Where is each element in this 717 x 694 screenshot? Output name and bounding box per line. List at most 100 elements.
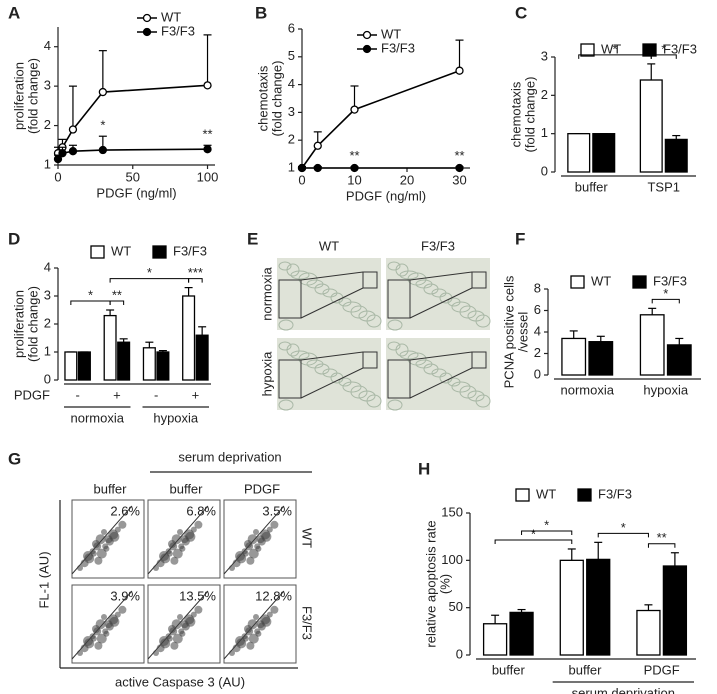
- y-axis-label: FL-1 (AU): [36, 551, 51, 608]
- y-axis-label: /vessel: [515, 312, 530, 353]
- bar: [666, 344, 692, 376]
- tissue: [358, 310, 376, 322]
- bar: [559, 559, 584, 656]
- event: [77, 565, 83, 571]
- event: [253, 529, 259, 535]
- event: [118, 605, 127, 614]
- significance-bracket: [109, 300, 125, 305]
- significance-label: *: [531, 526, 536, 541]
- event: [89, 633, 96, 640]
- y-axis-label: (%): [437, 574, 452, 594]
- bar: [592, 133, 616, 173]
- x-tick-label: +: [192, 387, 200, 402]
- event: [260, 614, 271, 625]
- point: [58, 149, 67, 158]
- significance-bracket: [188, 278, 203, 283]
- x-axis-label: PDGF (ng/ml): [346, 188, 426, 203]
- legend-label: WT: [536, 486, 556, 501]
- tissue: [322, 288, 338, 298]
- tissue: [278, 261, 292, 271]
- x-tick-label: hypoxia: [643, 382, 689, 397]
- event: [102, 628, 109, 635]
- y-axis-label: (fold change): [269, 61, 284, 137]
- event: [83, 551, 93, 561]
- bar: [482, 623, 508, 656]
- event: [177, 614, 183, 620]
- tissue: [322, 368, 338, 378]
- event: [114, 611, 121, 618]
- y-tick-label: 0: [456, 646, 463, 661]
- x-tick-label: buffer: [568, 662, 602, 677]
- significance-bracket: [651, 298, 680, 304]
- panel-label: E: [247, 229, 258, 248]
- x-axis-label: active Caspase 3 (AU): [115, 674, 245, 689]
- bar: [117, 341, 131, 381]
- panel-label: B: [255, 3, 267, 22]
- point: [203, 81, 212, 90]
- event: [83, 636, 93, 646]
- tissue: [306, 359, 324, 369]
- group-label: normoxia: [71, 410, 125, 425]
- y-axis-label: chemotaxis: [255, 65, 270, 131]
- annotation: *: [100, 118, 105, 133]
- x-tick-label: TSP1: [647, 179, 680, 194]
- bar: [636, 609, 661, 656]
- event: [172, 548, 183, 559]
- event: [229, 565, 235, 571]
- zoom-lines: [300, 271, 364, 319]
- event: [235, 551, 245, 561]
- event: [190, 611, 197, 618]
- event: [254, 628, 261, 635]
- column-label: buffer: [169, 481, 203, 496]
- legend-marker: [142, 13, 152, 23]
- row-label: hypoxia: [259, 351, 274, 397]
- micrograph: [386, 338, 490, 410]
- annotation: **: [349, 148, 359, 163]
- event: [246, 556, 255, 565]
- event: [101, 529, 107, 535]
- point: [68, 147, 78, 156]
- y-axis-label: relative apoptosis rate: [423, 520, 438, 647]
- y-tick-label: 2: [541, 87, 548, 102]
- zoom-lines: [300, 351, 364, 399]
- point: [203, 145, 212, 154]
- bar: [639, 79, 663, 173]
- significance-label: *: [88, 287, 93, 302]
- x-tick-label: 100: [197, 169, 219, 184]
- tissue: [286, 343, 300, 357]
- event: [247, 534, 258, 545]
- tissue: [395, 263, 409, 277]
- y-tick-label: 5: [288, 48, 295, 63]
- y-axis-label: proliferation: [11, 290, 26, 358]
- y-tick-label: 150: [441, 504, 463, 519]
- event: [254, 543, 261, 550]
- inset: [278, 359, 302, 399]
- tissue: [431, 288, 447, 298]
- tissue: [399, 350, 419, 360]
- percentage: 13.5%: [179, 588, 216, 603]
- y-axis-label: proliferation: [11, 62, 26, 130]
- x-tick-label: PDGF: [644, 662, 680, 677]
- column-label: PDGF: [244, 481, 280, 496]
- point: [455, 66, 464, 75]
- event: [241, 633, 248, 640]
- x-tick-label: 0: [54, 169, 61, 184]
- y-tick-label: 4: [534, 323, 541, 338]
- legend-marker: [362, 44, 372, 54]
- legend-swatch: [515, 488, 530, 502]
- bar: [567, 133, 591, 173]
- x-tick-label: 20: [400, 172, 414, 187]
- point: [98, 87, 108, 97]
- event: [95, 534, 106, 545]
- x-tick-label: -: [154, 387, 158, 402]
- percentage: 3.9%: [110, 588, 140, 603]
- bar: [64, 351, 78, 381]
- percentage: 12.8%: [255, 588, 292, 603]
- panel-label: H: [418, 459, 430, 478]
- group-label: hypoxia: [153, 410, 199, 425]
- event: [270, 605, 279, 614]
- event: [241, 548, 248, 555]
- y-axis-label: PCNA positive cells: [501, 275, 516, 388]
- event: [178, 543, 185, 550]
- legend-label: F3/F3: [598, 486, 632, 501]
